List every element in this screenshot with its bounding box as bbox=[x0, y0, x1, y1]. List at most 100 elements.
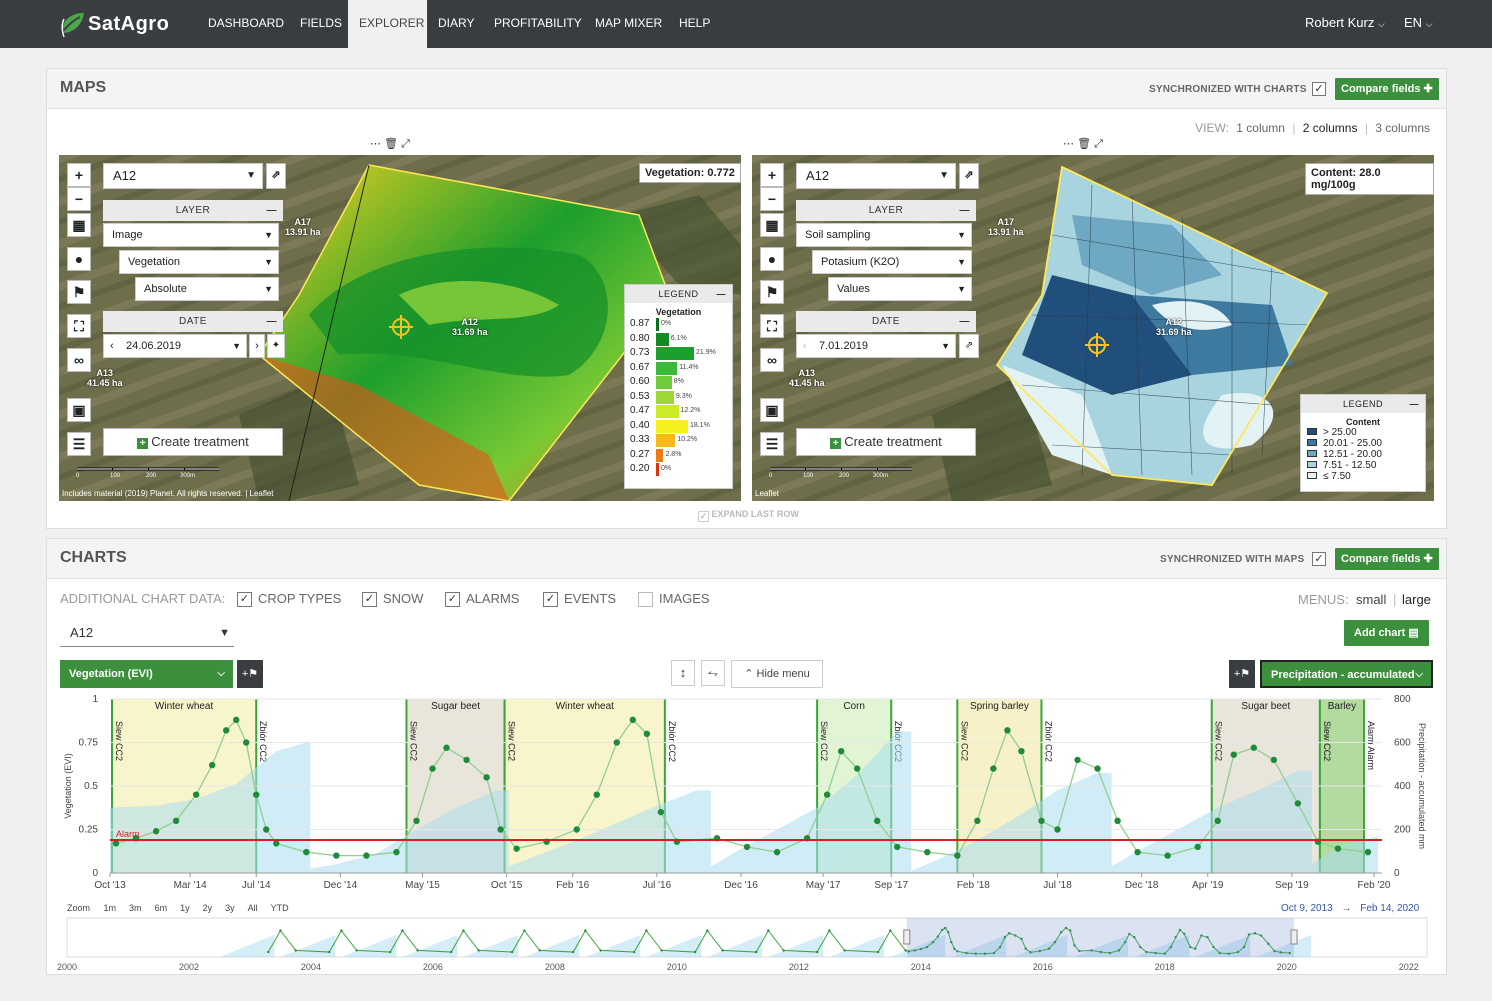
evi-point[interactable] bbox=[954, 852, 961, 859]
evi-point[interactable] bbox=[303, 848, 310, 856]
next-date-button[interactable]: › bbox=[249, 334, 265, 358]
collapse-vertical-icon[interactable]: ⥊ bbox=[701, 660, 725, 686]
evi-point[interactable] bbox=[1074, 756, 1081, 764]
evi-point[interactable] bbox=[1270, 756, 1278, 764]
evi-point[interactable] bbox=[894, 843, 901, 851]
zoom-3m[interactable]: 3m bbox=[129, 903, 142, 913]
evi-point[interactable] bbox=[232, 716, 240, 724]
evi-point[interactable] bbox=[1194, 843, 1201, 851]
evi-point[interactable] bbox=[1114, 817, 1121, 824]
zoom-out-button[interactable]: − bbox=[760, 187, 784, 211]
navigator-handle-left[interactable] bbox=[903, 929, 911, 945]
chart-field-select[interactable]: A12 ▼ bbox=[60, 621, 234, 647]
evi-point[interactable] bbox=[429, 765, 436, 772]
link-icon[interactable]: ∞ bbox=[760, 348, 784, 372]
more-icon[interactable]: ⋯ bbox=[370, 138, 381, 150]
evi-point[interactable] bbox=[1164, 852, 1171, 859]
zoom-ytd[interactable]: YTD bbox=[270, 903, 289, 913]
compare-fields-button[interactable]: Compare fields ✚ bbox=[1335, 548, 1439, 570]
evi-point[interactable] bbox=[743, 843, 751, 851]
prev-date-icon[interactable]: ‹ bbox=[110, 340, 114, 352]
evi-point[interactable] bbox=[1230, 751, 1237, 758]
range-from[interactable]: Oct 9, 2013 bbox=[1281, 903, 1333, 914]
nav-explorer[interactable]: EXPLORER bbox=[348, 0, 427, 48]
tag-icon[interactable]: ⚑ bbox=[67, 280, 91, 304]
location-pin-icon[interactable]: ● bbox=[67, 247, 91, 271]
view-3-columns[interactable]: 3 columns bbox=[1375, 121, 1430, 135]
link-icon[interactable]: ∞ bbox=[67, 348, 91, 372]
evi-point[interactable] bbox=[657, 808, 665, 816]
zoom-in-button[interactable]: + bbox=[760, 163, 784, 187]
evi-point[interactable] bbox=[853, 765, 861, 772]
user-menu[interactable]: Robert Kurz ⌵ bbox=[1305, 0, 1385, 48]
add-alarm-bell-icon[interactable]: +⚑ bbox=[237, 660, 263, 688]
expand-icon[interactable]: ⤢ bbox=[1094, 138, 1103, 150]
evi-point[interactable] bbox=[222, 727, 230, 734]
evi-point[interactable] bbox=[990, 765, 997, 772]
sublayer-select[interactable]: Vegetation ▼ bbox=[119, 250, 279, 274]
evi-point[interactable] bbox=[243, 739, 250, 746]
collapse-icon[interactable]: — bbox=[266, 316, 277, 327]
evi-point[interactable] bbox=[1054, 826, 1061, 833]
evi-point[interactable] bbox=[112, 840, 120, 847]
layer-select[interactable]: Image ▼ bbox=[103, 223, 279, 247]
mode-select[interactable]: Absolute ▼ bbox=[135, 277, 279, 301]
mode-select[interactable]: Values ▼ bbox=[828, 277, 972, 301]
evi-point[interactable] bbox=[1364, 848, 1372, 856]
evi-point[interactable] bbox=[837, 748, 845, 755]
grid-icon[interactable]: ▦ bbox=[67, 213, 91, 237]
option-checkbox-crop-types[interactable]: ✓ bbox=[237, 592, 252, 607]
expand-vertical-icon[interactable]: ↕ bbox=[671, 660, 695, 686]
nav-help[interactable]: HELP bbox=[679, 16, 711, 30]
create-treatment-button[interactable]: + Create treatment bbox=[796, 428, 976, 456]
expand-icon[interactable]: ⤢ bbox=[401, 138, 410, 150]
evi-point[interactable] bbox=[443, 744, 450, 751]
evi-point[interactable] bbox=[1134, 848, 1141, 856]
evi-point[interactable] bbox=[393, 848, 400, 856]
expand-last-row[interactable]: ✓ EXPAND LAST ROW bbox=[698, 509, 799, 522]
navigator-handle-right[interactable] bbox=[1290, 929, 1298, 945]
collapse-icon[interactable]: — bbox=[959, 205, 970, 216]
language-menu[interactable]: EN ⌵ bbox=[1404, 0, 1433, 48]
evi-point[interactable] bbox=[192, 791, 200, 798]
evi-point[interactable] bbox=[1038, 817, 1045, 824]
nav-dashboard[interactable]: DASHBOARD bbox=[208, 16, 285, 30]
evi-point[interactable] bbox=[208, 761, 216, 769]
right-series-select[interactable]: Precipitation - accumulated ⌵ bbox=[1260, 660, 1433, 688]
option-checkbox-events[interactable]: ✓ bbox=[543, 592, 558, 607]
view-1-column[interactable]: 1 column bbox=[1236, 121, 1285, 135]
expand-last-row-checkbox[interactable]: ✓ bbox=[698, 511, 709, 522]
option-checkbox-alarms[interactable]: ✓ bbox=[445, 592, 460, 607]
zoom-1m[interactable]: 1m bbox=[103, 903, 117, 913]
more-icon[interactable]: ⋯ bbox=[1063, 138, 1074, 150]
evi-point[interactable] bbox=[463, 756, 470, 764]
evi-point[interactable] bbox=[613, 739, 620, 746]
satagro-logo[interactable]: SatAgro bbox=[58, 10, 178, 38]
external-link-icon[interactable]: ⇗ bbox=[266, 163, 286, 189]
view-2-columns[interactable]: 2 columns bbox=[1302, 121, 1358, 135]
tag-icon[interactable]: ⚑ bbox=[760, 280, 784, 304]
menus-large[interactable]: large bbox=[1402, 592, 1431, 607]
external-link-icon[interactable]: ⇗ bbox=[959, 334, 979, 358]
trash-icon[interactable]: 🗑 bbox=[384, 138, 399, 150]
evi-point[interactable] bbox=[773, 848, 781, 856]
evi-point[interactable] bbox=[823, 791, 831, 798]
menus-small[interactable]: small bbox=[1356, 592, 1387, 607]
zoom-6m[interactable]: 6m bbox=[154, 903, 168, 913]
sync-with-maps-checkbox[interactable]: ✓ bbox=[1312, 552, 1326, 566]
hide-menu-button[interactable]: ⌃ Hide menu bbox=[731, 660, 823, 688]
collapse-icon[interactable]: — bbox=[266, 205, 277, 216]
evi-point[interactable] bbox=[1214, 817, 1221, 824]
option-checkbox-snow[interactable]: ✓ bbox=[362, 592, 377, 607]
option-checkbox-images[interactable] bbox=[638, 592, 653, 607]
zoom-in-button[interactable]: + bbox=[67, 163, 91, 187]
add-chart-button[interactable]: Add chart ▤ bbox=[1344, 620, 1429, 646]
fullscreen-icon[interactable]: ⛶ bbox=[760, 314, 784, 338]
zoom-out-button[interactable]: − bbox=[67, 187, 91, 211]
fullscreen-icon[interactable]: ⛶ bbox=[67, 314, 91, 338]
evi-point[interactable] bbox=[172, 817, 180, 824]
layer-select[interactable]: Soil sampling ▼ bbox=[796, 223, 972, 247]
collapse-icon[interactable]: — bbox=[716, 289, 726, 299]
navigator-chart[interactable]: 2000 2002 2004 2006 2008 2010 2012 2014 2016 2018… bbox=[47, 915, 1448, 975]
layers-icon[interactable]: ☰ bbox=[67, 432, 91, 456]
